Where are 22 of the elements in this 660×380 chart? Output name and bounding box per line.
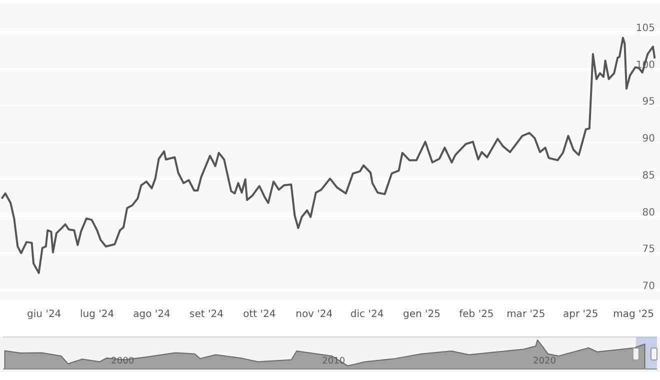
x-tick-label: mag '25 (613, 309, 654, 320)
x-tick-label: mar '25 (506, 309, 546, 320)
y-tick-label: 85 (642, 170, 655, 182)
y-tick-label: 90 (642, 134, 655, 145)
x-tick-label: 2020 (533, 356, 556, 367)
x-tick-label: giu '24 (27, 309, 62, 320)
x-tick-label: feb '25 (459, 309, 494, 320)
x-tick-label: set '24 (190, 309, 224, 320)
y-tick-label: 95 (642, 96, 655, 108)
x-tick-label: gen '25 (403, 309, 441, 320)
x-tick-label: apr '25 (562, 309, 598, 320)
x-tick-label: ott '24 (243, 309, 276, 320)
y-tick-label: 80 (642, 207, 655, 218)
y-tick-label: 75 (642, 244, 655, 256)
y-tick-label: 70 (642, 281, 655, 292)
x-tick-label: lug '24 (80, 309, 114, 320)
y-tick-label: 105 (636, 22, 655, 34)
x-tick-label: dic '24 (350, 309, 384, 320)
x-tick-label: 2000 (111, 356, 134, 367)
x-tick-label: ago '24 (133, 309, 170, 320)
x-tick-label: nov '24 (296, 309, 333, 320)
x-tick-label: 2010 (322, 356, 346, 367)
